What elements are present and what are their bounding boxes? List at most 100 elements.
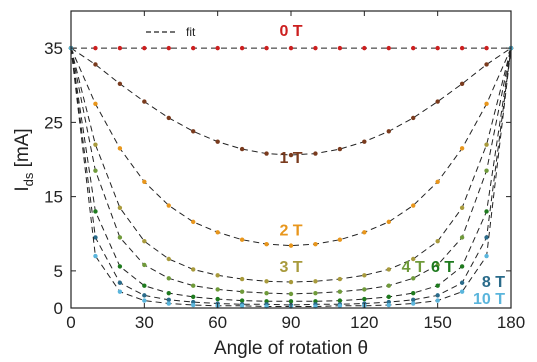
data-point xyxy=(93,168,98,173)
data-point xyxy=(142,179,147,184)
data-point xyxy=(484,62,489,67)
data-point xyxy=(142,99,147,104)
x-tick-label: 90 xyxy=(282,313,301,332)
data-point xyxy=(459,235,465,240)
y-tick-label: 35 xyxy=(44,39,63,58)
data-point xyxy=(166,276,171,281)
data-point xyxy=(337,237,343,242)
y-tick-label: 25 xyxy=(44,113,63,132)
data-point xyxy=(435,262,440,268)
series-label-layer: 0 T 1 T 2 T 3 T 4 T 6 T 8 T10 T xyxy=(279,23,505,308)
data-point xyxy=(459,264,465,269)
data-point xyxy=(484,209,489,214)
data-point xyxy=(93,253,98,259)
data-point xyxy=(484,101,489,107)
data-point xyxy=(337,289,343,294)
y-axis-label-unit: [mA] xyxy=(12,128,33,172)
data-point xyxy=(166,203,171,208)
data-point xyxy=(411,256,416,262)
data-point xyxy=(435,179,440,184)
fit-line-2 xyxy=(70,47,512,247)
data-point xyxy=(166,45,171,51)
data-point xyxy=(288,299,294,304)
data-point xyxy=(459,146,465,151)
data-point xyxy=(386,294,391,300)
data-point xyxy=(166,301,171,306)
data-point xyxy=(191,283,196,288)
data-point xyxy=(484,253,489,259)
data-point xyxy=(264,279,269,284)
data-point xyxy=(435,298,440,303)
data-point xyxy=(142,238,147,244)
series-label: 3 T xyxy=(279,259,302,276)
data-point xyxy=(288,243,294,248)
data-point xyxy=(117,81,123,86)
data-point xyxy=(484,142,489,147)
data-point xyxy=(93,209,98,214)
data-point xyxy=(117,280,123,285)
data-point xyxy=(215,287,220,292)
x-axis-label: Angle of rotation θ xyxy=(214,338,368,359)
data-point xyxy=(411,301,416,306)
data-point xyxy=(239,146,245,152)
legend-fit-label: fit xyxy=(186,25,196,39)
data-point xyxy=(166,297,171,303)
data-point xyxy=(264,241,269,247)
data-point xyxy=(362,45,367,51)
data-point xyxy=(93,235,98,240)
x-tick-label: 150 xyxy=(423,313,451,332)
data-point xyxy=(386,45,391,51)
data-point xyxy=(239,303,245,308)
series-label: 8 T xyxy=(482,274,505,291)
data-point xyxy=(215,296,220,302)
x-tick-label: 30 xyxy=(135,313,154,332)
data-point xyxy=(191,267,196,272)
data-point xyxy=(337,303,343,308)
data-point xyxy=(215,139,220,144)
svg-text:Ids [mA]: Ids [mA] xyxy=(12,128,36,191)
data-point xyxy=(362,230,367,235)
data-point xyxy=(459,205,465,210)
data-point xyxy=(191,45,196,51)
data-point xyxy=(117,45,123,51)
y-axis-label-main: I xyxy=(12,186,33,191)
data-point xyxy=(411,115,416,121)
data-point xyxy=(411,45,416,51)
data-point xyxy=(435,238,440,244)
data-point xyxy=(386,129,391,134)
legend: fit xyxy=(146,25,196,39)
data-point xyxy=(313,279,318,284)
data-point xyxy=(411,297,416,303)
data-point xyxy=(142,298,147,303)
data-point xyxy=(313,241,318,247)
data-point xyxy=(435,293,440,298)
data-point xyxy=(264,45,269,51)
data-point xyxy=(459,81,465,86)
series-label: 0 T xyxy=(279,23,302,40)
data-point xyxy=(386,267,391,272)
data-point xyxy=(288,152,294,158)
data-point xyxy=(362,139,367,144)
x-tick-label: 180 xyxy=(497,313,525,332)
data-point xyxy=(459,45,465,51)
data-point xyxy=(288,45,294,51)
data-point xyxy=(93,45,98,51)
data-point xyxy=(337,298,343,303)
data-point xyxy=(239,289,245,294)
data-point xyxy=(191,294,196,300)
data-point xyxy=(264,290,269,296)
data-point xyxy=(239,237,245,242)
data-point xyxy=(117,264,123,269)
fit-line-1 xyxy=(70,47,512,156)
data-point xyxy=(117,146,123,151)
y-tick-label: 15 xyxy=(44,188,63,207)
data-point xyxy=(337,276,343,282)
x-axis: 0 30 60 90 120 150 180 xyxy=(66,11,525,332)
y-tick-label: 5 xyxy=(54,262,63,281)
y-axis-label: Ids [mA] xyxy=(12,128,36,191)
data-point xyxy=(239,298,245,303)
data-point xyxy=(435,283,440,288)
data-point xyxy=(435,99,440,104)
data-point xyxy=(93,142,98,147)
